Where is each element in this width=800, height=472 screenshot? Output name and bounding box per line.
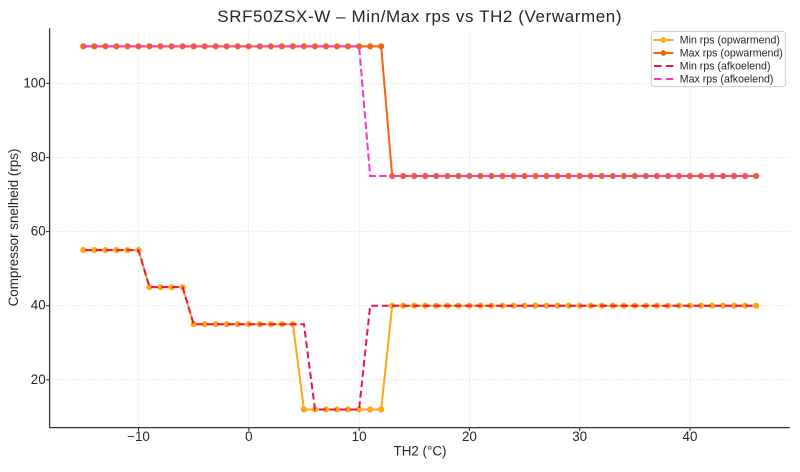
- svg-text:−10: −10: [127, 429, 150, 444]
- svg-text:40: 40: [683, 429, 698, 444]
- svg-text:60: 60: [31, 224, 46, 239]
- svg-text:100: 100: [23, 75, 45, 90]
- svg-text:Max rps (afkoelend): Max rps (afkoelend): [680, 74, 774, 86]
- svg-text:SRF50ZSX-W – Min/Max rps vs TH: SRF50ZSX-W – Min/Max rps vs TH2 (Verwarm…: [217, 7, 622, 26]
- svg-text:10: 10: [352, 429, 367, 444]
- svg-text:0: 0: [245, 429, 252, 444]
- svg-text:Min rps (afkoelend): Min rps (afkoelend): [680, 61, 771, 73]
- svg-text:20: 20: [31, 372, 46, 387]
- svg-text:Compressor snelheid (rps): Compressor snelheid (rps): [6, 149, 21, 307]
- svg-text:Max rps (opwarmend): Max rps (opwarmend): [680, 48, 783, 60]
- svg-text:80: 80: [31, 150, 46, 165]
- svg-text:20: 20: [462, 429, 477, 444]
- svg-text:40: 40: [31, 298, 46, 313]
- svg-text:TH2 (°C): TH2 (°C): [394, 444, 447, 459]
- svg-text:30: 30: [572, 429, 587, 444]
- svg-text:Min rps (opwarmend): Min rps (opwarmend): [680, 35, 780, 47]
